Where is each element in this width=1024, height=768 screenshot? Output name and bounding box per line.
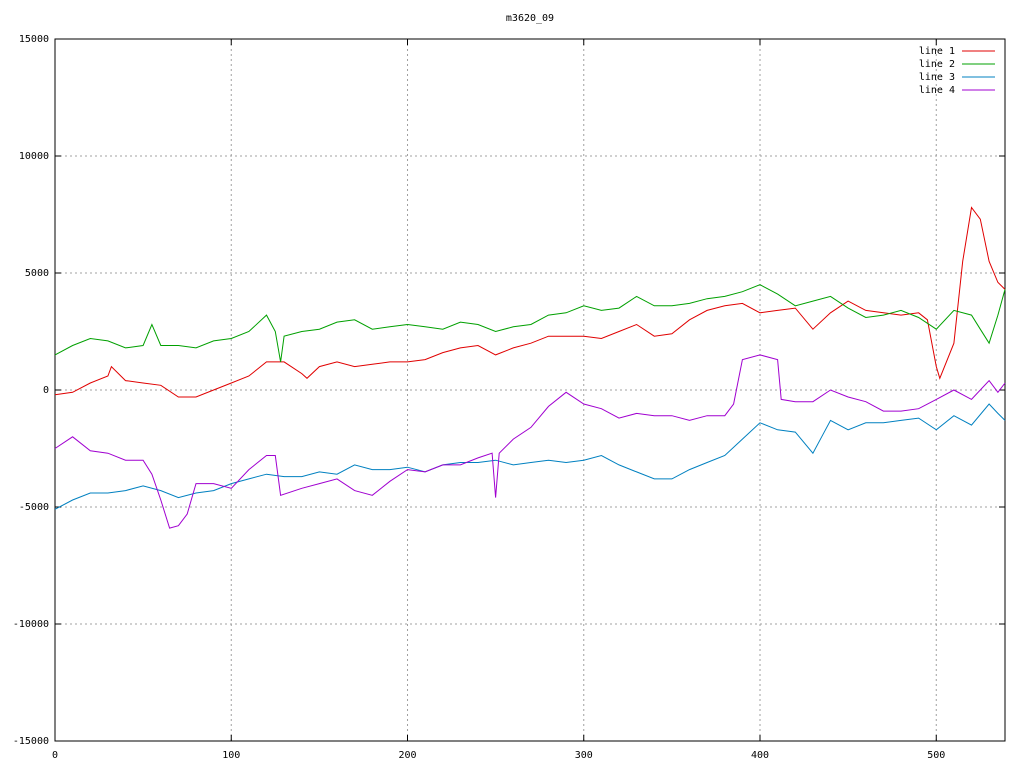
y-tick-label: 15000	[19, 34, 49, 45]
y-tick-label: -15000	[13, 736, 49, 747]
y-tick-label: 0	[43, 385, 49, 396]
legend-label: line 2	[919, 59, 955, 70]
chart-title: m3620_09	[506, 13, 554, 24]
x-tick-label: 200	[398, 750, 416, 761]
x-tick-label: 0	[52, 750, 58, 761]
line-series	[54, 206, 1006, 398]
x-tick-label: 400	[751, 750, 769, 761]
line-series	[54, 403, 1006, 510]
y-tick-label: -5000	[19, 502, 49, 513]
y-tick-label: -10000	[13, 619, 49, 630]
x-tick-label: 300	[575, 750, 593, 761]
plot-border	[54, 38, 1006, 742]
legend-label: line 4	[919, 85, 955, 96]
line-series	[54, 354, 1006, 529]
legend-label: line 1	[919, 46, 955, 57]
x-tick-label: 500	[927, 750, 945, 761]
legend-label: line 3	[919, 72, 955, 83]
y-tick-label: 10000	[19, 151, 49, 162]
y-tick-label: 5000	[25, 268, 49, 279]
x-tick-label: 100	[222, 750, 240, 761]
line-series	[54, 284, 1006, 362]
